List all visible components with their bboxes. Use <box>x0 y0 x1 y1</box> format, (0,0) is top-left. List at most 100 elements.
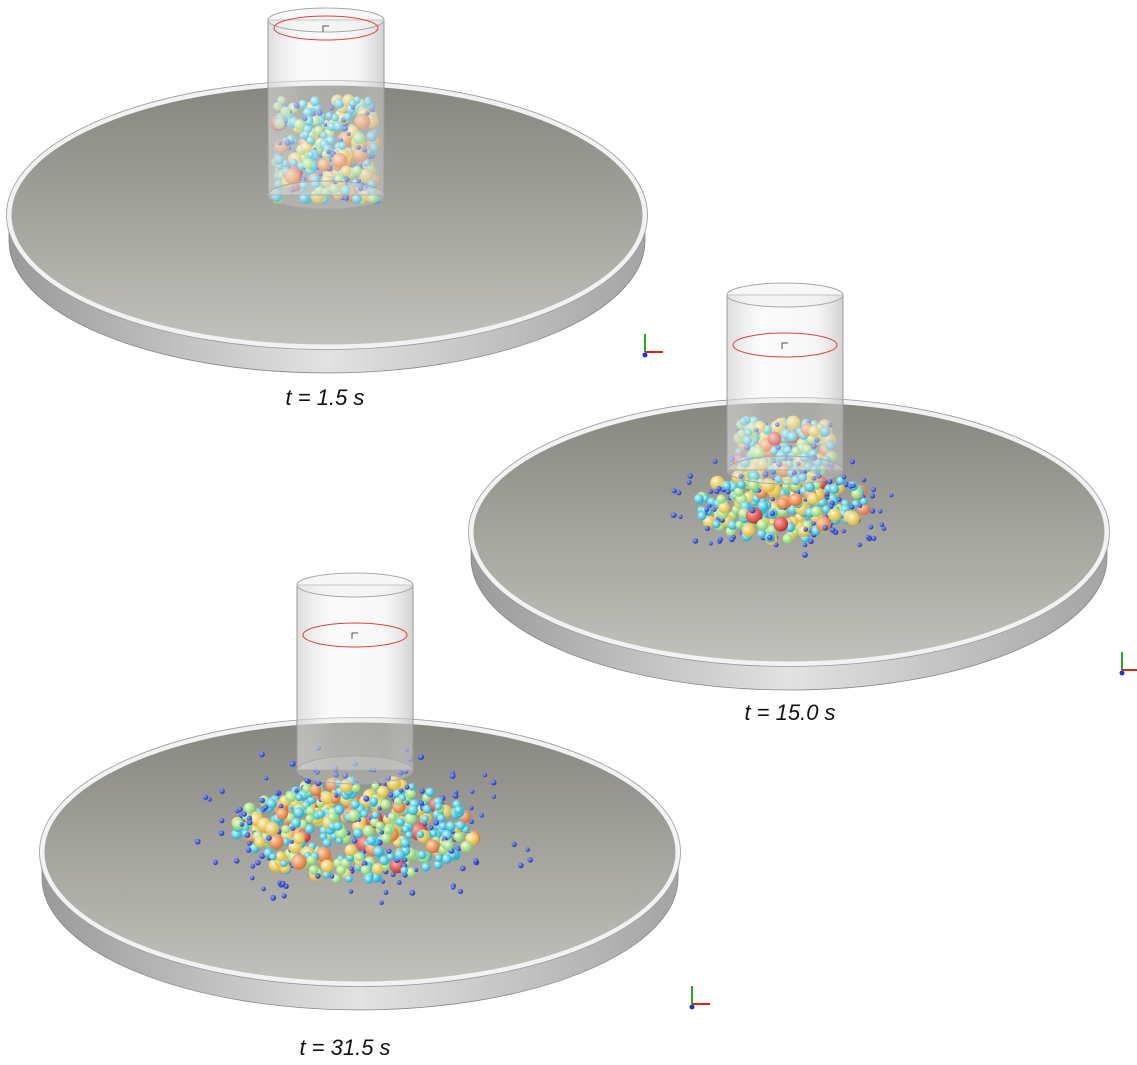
particle <box>435 854 443 862</box>
particle <box>219 789 224 794</box>
particle <box>829 484 839 494</box>
particle <box>672 488 677 493</box>
particle <box>320 792 333 805</box>
particle <box>473 858 478 863</box>
particle <box>812 522 816 526</box>
particle <box>420 789 425 794</box>
particle <box>825 492 829 496</box>
particle <box>851 483 856 488</box>
particle <box>396 818 405 827</box>
particle <box>450 773 456 779</box>
particle <box>213 860 218 865</box>
particle <box>712 520 720 528</box>
particle <box>247 820 253 826</box>
particle <box>234 858 240 864</box>
particle <box>726 489 731 494</box>
particle <box>270 895 276 901</box>
particle <box>349 889 353 893</box>
particle <box>370 797 378 805</box>
particle <box>294 788 298 792</box>
particle <box>279 804 284 809</box>
particle <box>259 752 265 758</box>
particle <box>240 822 244 826</box>
particle <box>405 831 413 839</box>
particle <box>807 493 819 505</box>
particle <box>880 522 885 527</box>
axis-z <box>690 1005 695 1010</box>
particle <box>269 853 276 860</box>
particle <box>309 865 319 875</box>
axis-z <box>1120 671 1125 676</box>
particle <box>757 519 768 530</box>
particle <box>351 800 360 809</box>
particle <box>281 860 288 867</box>
particle <box>387 849 392 854</box>
particle <box>860 498 868 506</box>
particle <box>266 835 272 841</box>
particle <box>285 791 296 802</box>
particle <box>397 880 402 885</box>
particle <box>364 875 373 884</box>
particle <box>375 821 384 830</box>
particle <box>352 838 357 843</box>
particle <box>870 493 875 498</box>
particle <box>366 836 376 846</box>
particle <box>758 501 769 512</box>
particle <box>446 821 456 831</box>
particle <box>705 526 710 531</box>
particle <box>802 552 808 558</box>
particle <box>439 822 447 830</box>
particle <box>380 830 385 835</box>
particle <box>291 854 307 870</box>
particle <box>694 494 704 504</box>
particle <box>429 826 434 831</box>
particle <box>713 459 718 464</box>
cylinder-body <box>268 20 384 195</box>
particle <box>263 805 268 810</box>
particle <box>399 788 403 792</box>
particle <box>203 795 208 800</box>
particle <box>276 808 288 820</box>
particle <box>470 790 474 794</box>
particle <box>281 825 290 834</box>
particle <box>264 776 268 780</box>
particle <box>433 820 439 826</box>
particle <box>460 841 472 853</box>
particle <box>737 480 746 489</box>
particle <box>671 512 677 518</box>
particle <box>388 812 397 821</box>
page: {"panels": [{"label": "t = 1.5 s"}, {"la… <box>0 0 1137 1065</box>
particle <box>418 850 427 859</box>
particle <box>857 543 862 548</box>
particle <box>417 831 425 839</box>
particle <box>388 793 393 798</box>
particle <box>372 863 383 874</box>
particle <box>777 498 788 509</box>
particle <box>328 813 337 822</box>
particle <box>323 838 332 847</box>
particle <box>714 489 719 494</box>
particle <box>842 529 846 533</box>
particle <box>245 832 251 838</box>
figure: t = 1.5 st = 15.0 st = 31.5 s <box>0 0 1137 1065</box>
particle <box>306 806 316 816</box>
particle <box>789 493 802 506</box>
particle <box>394 797 402 805</box>
particle <box>798 526 809 537</box>
particle <box>483 773 487 777</box>
particle <box>265 822 279 836</box>
time-label: t = 15.0 s <box>744 700 835 725</box>
particle <box>871 487 876 492</box>
particle <box>219 818 224 823</box>
particle <box>259 798 265 804</box>
particle <box>469 819 474 824</box>
particle <box>492 795 496 799</box>
panel: t = 15.0 s <box>469 283 1137 725</box>
particle <box>384 890 389 895</box>
particle <box>729 537 734 542</box>
panel: t = 1.5 s <box>7 8 664 410</box>
particle <box>709 489 714 494</box>
particle <box>870 508 875 513</box>
particle <box>771 497 775 501</box>
particle <box>361 810 369 818</box>
